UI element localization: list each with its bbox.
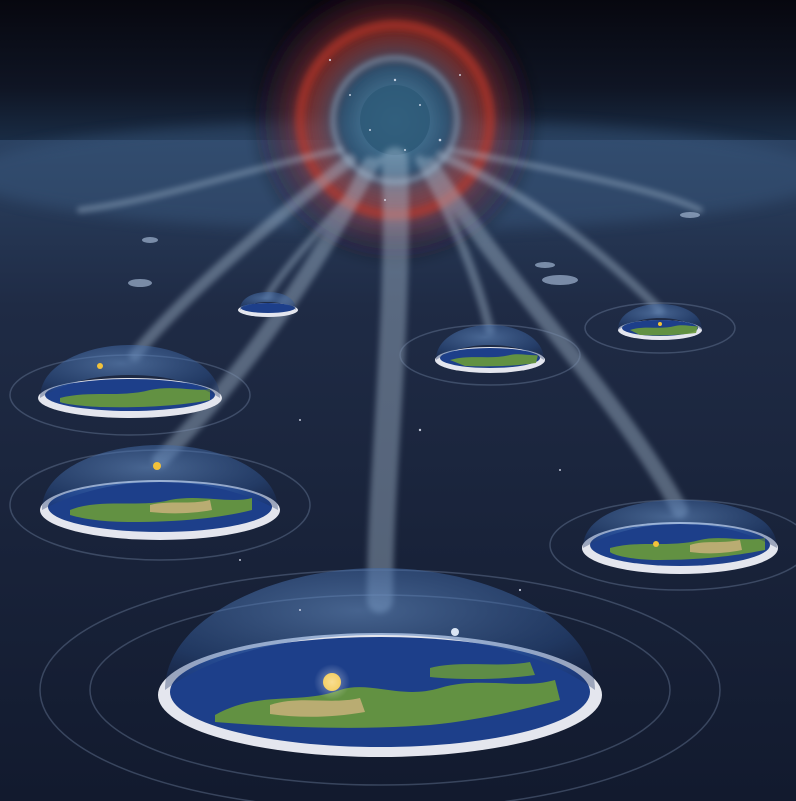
left-mid-world [40,445,280,540]
center-far-world [435,325,545,373]
right-far-world [618,304,702,340]
distant-specks [128,212,700,287]
foreground-world [158,568,602,757]
light-streams [77,147,703,613]
star-field [239,58,561,611]
cosmic-vortex [245,0,545,270]
left-far-world [38,345,222,418]
distant-world [238,292,298,317]
right-mid-world [582,500,778,574]
